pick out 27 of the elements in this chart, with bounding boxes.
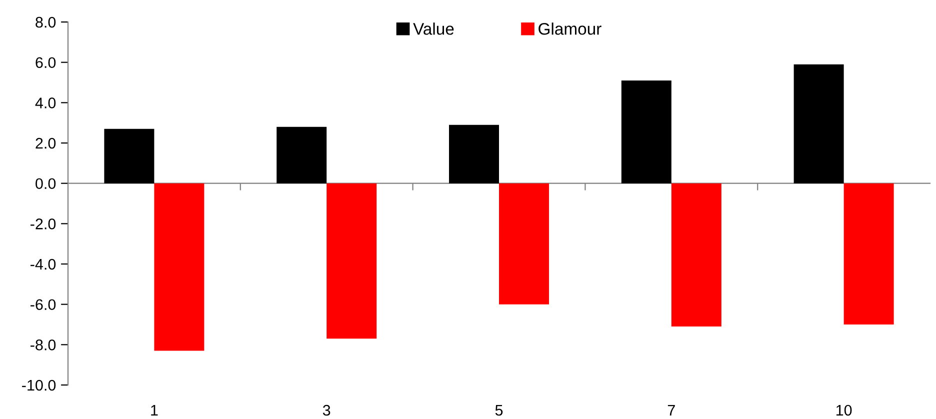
bar [154,183,204,351]
bar [844,183,894,324]
bar [449,124,499,184]
bar [276,126,327,184]
bar [794,64,844,184]
y-tick-label: 8.0 [36,16,56,28]
y-tick-label: -10.0 [22,380,56,391]
y-tick-label: 6.0 [36,57,56,68]
x-tick-label: 1 [151,405,158,416]
x-tick-label: 3 [322,404,330,416]
y-tick-label: -6.0 [30,299,56,310]
legend-label: Glamour [538,22,602,35]
y-tick-label: 0.0 [36,178,56,190]
bar [326,183,377,339]
y-tick-label: 2.0 [36,138,56,149]
x-tick-label: 10 [836,404,852,416]
bar [671,183,722,327]
x-tick-label: 5 [495,405,503,416]
y-tick-label: 4.0 [35,98,56,108]
legend-label: Value [413,22,454,35]
bar [499,183,549,304]
bar [104,128,154,184]
y-tick-label: -4.0 [30,258,56,270]
x-tick-label: 7 [668,405,675,416]
y-tick-label: -2.0 [30,218,56,230]
bar [621,80,672,184]
y-tick-label: -8.0 [30,340,56,350]
